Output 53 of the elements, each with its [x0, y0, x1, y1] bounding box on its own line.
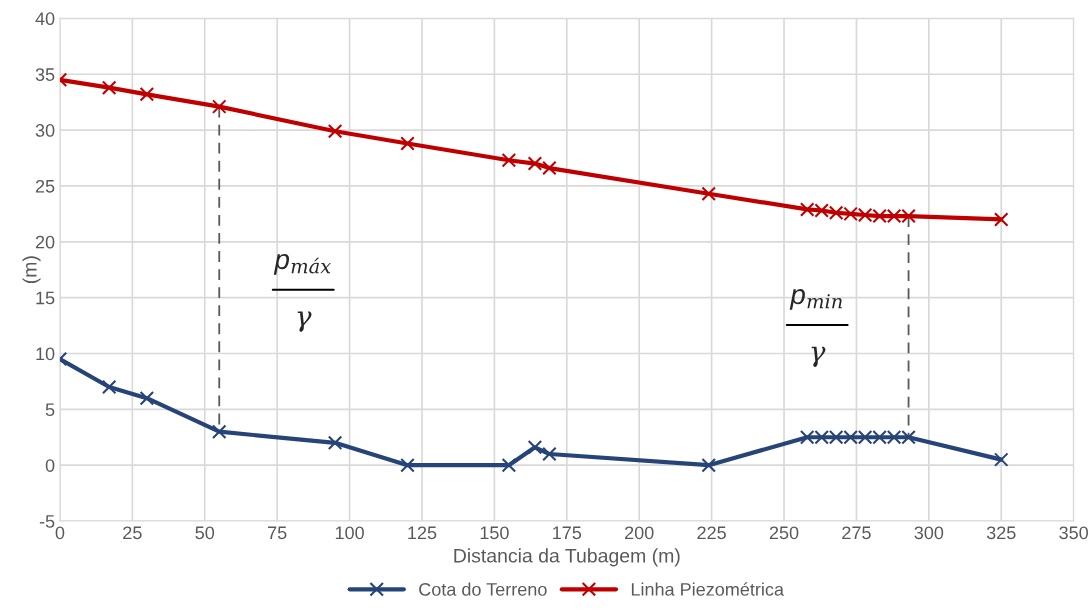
x-tick-label: 250	[769, 526, 799, 540]
x-tick-label: 100	[335, 526, 364, 540]
point	[701, 186, 717, 202]
point	[501, 457, 517, 473]
x-tick-label: 50	[195, 526, 215, 540]
legend-label: Cota do Terreno	[419, 582, 547, 596]
x-tick-label: 0	[55, 526, 65, 540]
point	[211, 99, 227, 114]
point	[101, 379, 117, 395]
point	[527, 156, 543, 171]
annotation: γ	[811, 346, 826, 367]
y-tick-label: 20	[35, 235, 55, 249]
y-tick-label: -5	[39, 515, 55, 528]
point	[400, 136, 415, 151]
x-axis-title: Distancia da Tubagem (m)	[454, 548, 680, 567]
point	[400, 457, 415, 473]
point	[542, 446, 557, 462]
point	[139, 390, 155, 406]
y-tick-label: 25	[35, 179, 55, 193]
annotation: p$_{máx}$	[273, 253, 331, 275]
x-tick-label: 175	[553, 526, 582, 540]
point	[211, 424, 227, 439]
legend-label: Linha Piezométrica	[631, 582, 784, 596]
point	[527, 440, 543, 455]
annotation: p$_{min}$	[789, 289, 842, 310]
y-tick-label: 35	[35, 68, 55, 81]
y-tick-label: 5	[45, 403, 55, 417]
x-tick-label: 350	[1059, 526, 1089, 540]
point	[993, 452, 1009, 467]
x-tick-label: 300	[914, 526, 944, 540]
point	[501, 152, 517, 168]
y-axis-title: (m)	[22, 256, 41, 284]
x-tick-label: 225	[697, 526, 726, 540]
point	[327, 123, 343, 139]
x-tick-label: 325	[986, 526, 1016, 540]
x-tick-label: 275	[842, 526, 871, 540]
y-tick-label: 10	[36, 347, 55, 361]
x-tick-label: 25	[123, 526, 142, 540]
x-tick-label: 125	[408, 526, 437, 540]
point	[327, 435, 343, 451]
point	[701, 457, 717, 473]
y-tick-label: 30	[35, 124, 55, 137]
point	[139, 87, 155, 102]
y-tick-label: 0	[45, 459, 55, 472]
x-tick-label: 200	[625, 526, 654, 540]
y-tick-label: 15	[36, 291, 55, 305]
annotation: γ	[297, 311, 312, 332]
point	[993, 212, 1009, 227]
x-tick-label: 75	[268, 526, 287, 540]
point	[101, 80, 117, 95]
x-tick-label: 150	[480, 526, 509, 540]
point	[542, 160, 557, 176]
y-tick-label: 40	[35, 12, 55, 26]
